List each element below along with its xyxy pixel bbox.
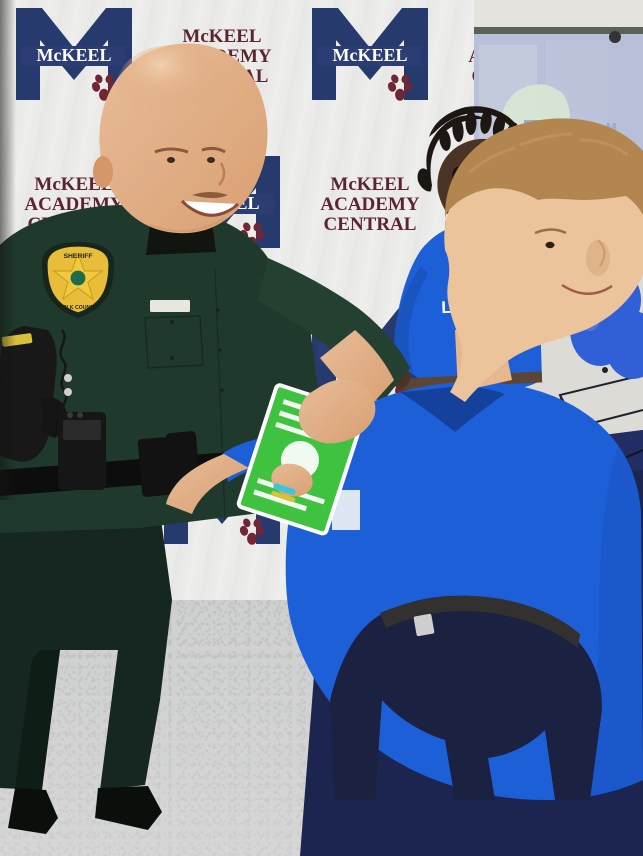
svg-text:SHERIFF: SHERIFF — [63, 253, 92, 260]
svg-text:POLK COUNTY: POLK COUNTY — [59, 305, 97, 311]
